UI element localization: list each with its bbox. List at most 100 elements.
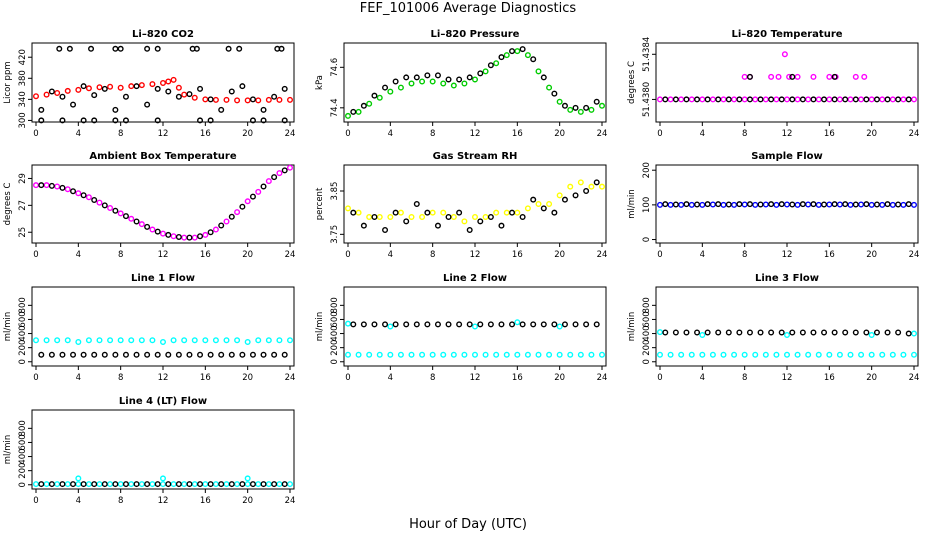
data-point <box>91 481 98 488</box>
data-point <box>577 351 584 358</box>
data-point <box>461 351 468 358</box>
data-point <box>345 205 352 212</box>
data-point <box>96 337 103 344</box>
x-tick-label: 16 <box>512 373 523 383</box>
data-point <box>33 182 40 189</box>
data-point <box>445 321 452 328</box>
data-point <box>207 117 214 124</box>
data-point <box>895 96 902 103</box>
data-point <box>287 337 294 344</box>
data-point <box>170 337 177 344</box>
data-point <box>720 351 727 358</box>
data-point <box>535 68 542 75</box>
data-point <box>38 106 45 113</box>
data-point <box>773 96 780 103</box>
x-tick-label: 16 <box>512 250 523 260</box>
data-point <box>741 201 748 208</box>
data-point <box>477 70 484 77</box>
data-point <box>863 201 870 208</box>
plot-frame <box>655 286 919 367</box>
data-point <box>524 52 531 59</box>
data-point <box>466 226 473 233</box>
data-point <box>884 96 891 103</box>
data-point <box>271 174 278 181</box>
data-point <box>249 117 256 124</box>
data-point <box>429 351 436 358</box>
data-point <box>789 201 796 208</box>
data-point <box>873 96 880 103</box>
data-point <box>376 213 383 220</box>
data-point <box>413 74 420 81</box>
data-point <box>117 481 124 488</box>
data-point <box>265 96 272 103</box>
data-point <box>540 205 547 212</box>
data-point <box>360 321 367 328</box>
data-point <box>287 96 294 103</box>
x-tick-label: 12 <box>782 129 793 139</box>
data-point <box>382 321 389 328</box>
data-point <box>138 82 145 89</box>
data-point <box>725 96 732 103</box>
data-point <box>75 86 82 93</box>
y-tick-label: 340 <box>18 91 28 107</box>
x-axis-caption: Hour of Day (UTC) <box>409 517 527 532</box>
data-point <box>514 48 521 55</box>
data-point <box>234 97 241 104</box>
panel-title: Li–820 Pressure <box>431 29 520 40</box>
data-point <box>805 201 812 208</box>
data-point <box>530 321 537 328</box>
data-point <box>482 351 489 358</box>
data-point <box>408 213 415 220</box>
data-point <box>281 481 288 488</box>
data-point <box>434 72 441 79</box>
data-point <box>66 45 73 52</box>
data-point <box>593 179 600 186</box>
data-point <box>85 194 92 201</box>
data-point <box>112 351 119 358</box>
data-point <box>509 48 516 55</box>
data-point <box>366 213 373 220</box>
data-point <box>694 201 701 208</box>
x-tick-label: 16 <box>824 373 835 383</box>
data-point <box>852 96 859 103</box>
x-tick-label: 20 <box>242 129 253 139</box>
data-point <box>456 76 463 83</box>
data-point <box>91 117 98 124</box>
data-point <box>704 329 711 336</box>
data-point <box>715 329 722 336</box>
data-point <box>683 329 690 336</box>
data-point <box>775 73 782 80</box>
data-point <box>842 329 849 336</box>
data-point <box>255 481 262 488</box>
data-point <box>265 178 272 185</box>
data-point <box>144 351 151 358</box>
y-tick-label: 800 <box>18 420 28 436</box>
data-point <box>228 88 235 95</box>
data-point <box>276 96 283 103</box>
data-point <box>762 201 769 208</box>
y-tick-label: 0 <box>18 359 28 364</box>
data-point <box>175 351 182 358</box>
data-point <box>524 205 531 212</box>
data-point <box>244 198 251 205</box>
data-point <box>530 196 537 203</box>
data-point <box>873 329 880 336</box>
data-point <box>567 106 574 113</box>
data-point <box>165 231 172 238</box>
data-point <box>725 329 732 336</box>
data-point <box>165 481 172 488</box>
data-point <box>905 96 912 103</box>
panel-title: Line 3 Flow <box>755 273 819 284</box>
x-tick-label: 12 <box>158 129 169 139</box>
data-point <box>667 201 674 208</box>
data-point <box>91 196 98 203</box>
data-point <box>567 183 574 190</box>
data-point <box>546 84 553 91</box>
chart-panel-10: Line 4 (LT) Flow 0 4 8 12 16 20 24 0 200400600800… <box>3 396 295 506</box>
data-point <box>487 213 494 220</box>
data-point <box>249 96 256 103</box>
chart-panel-4: Ambient Box Temperature 0 4 8 12 16 20 24 25 27 29… <box>3 151 295 260</box>
data-point <box>64 481 71 488</box>
data-point <box>482 68 489 75</box>
